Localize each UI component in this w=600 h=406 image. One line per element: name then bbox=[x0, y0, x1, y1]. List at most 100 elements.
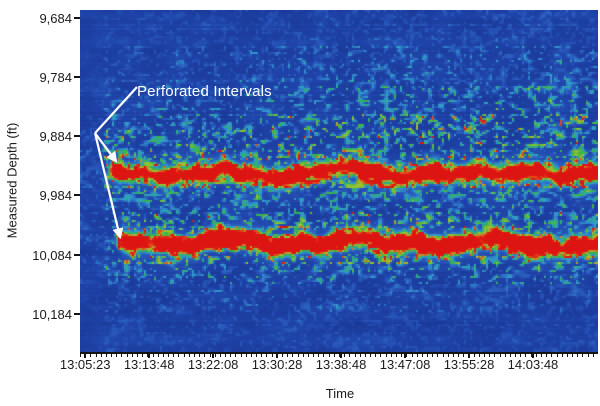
x-tick-label: 13:22:08 bbox=[187, 357, 239, 372]
x-minor-tick bbox=[214, 354, 216, 357]
x-minor-tick bbox=[225, 354, 227, 357]
y-tick-label: 9,884 bbox=[39, 129, 72, 145]
x-minor-tick bbox=[566, 354, 568, 357]
x-minor-tick bbox=[509, 354, 511, 357]
y-tick-mark bbox=[74, 76, 80, 79]
y-tick-mark bbox=[74, 194, 80, 197]
x-minor-tick bbox=[121, 354, 123, 357]
x-minor-tick bbox=[359, 354, 361, 357]
x-minor-tick bbox=[375, 354, 377, 357]
x-minor-tick bbox=[458, 354, 460, 357]
x-minor-tick bbox=[395, 354, 397, 357]
x-minor-tick bbox=[525, 354, 527, 357]
x-minor-tick bbox=[561, 354, 563, 357]
x-minor-tick bbox=[302, 354, 304, 357]
x-minor-tick bbox=[577, 354, 579, 357]
y-tick-label: 9,784 bbox=[39, 70, 72, 86]
x-minor-tick bbox=[432, 354, 434, 357]
x-tick-label: 14:03:48 bbox=[507, 357, 559, 372]
x-minor-tick bbox=[100, 354, 102, 357]
x-minor-tick bbox=[468, 354, 470, 357]
x-minor-tick bbox=[240, 354, 242, 357]
x-minor-tick bbox=[437, 354, 439, 357]
x-minor-tick bbox=[173, 354, 175, 357]
x-minor-tick bbox=[551, 354, 553, 357]
x-minor-tick bbox=[157, 354, 159, 357]
x-minor-tick bbox=[116, 354, 118, 357]
x-minor-tick bbox=[535, 354, 537, 357]
x-tick-mark bbox=[340, 354, 343, 358]
x-minor-tick bbox=[188, 354, 190, 357]
x-minor-tick bbox=[318, 354, 320, 357]
x-minor-tick bbox=[504, 354, 506, 357]
x-minor-tick bbox=[136, 354, 138, 357]
x-minor-tick bbox=[168, 354, 170, 357]
x-minor-tick bbox=[126, 354, 128, 357]
x-minor-tick bbox=[380, 354, 382, 357]
x-minor-tick bbox=[339, 354, 340, 357]
x-minor-tick bbox=[541, 354, 543, 357]
x-minor-tick bbox=[364, 354, 366, 357]
y-tick-mark bbox=[74, 135, 80, 138]
x-axis-title: Time bbox=[325, 386, 355, 401]
x-minor-tick bbox=[572, 354, 574, 357]
x-minor-tick bbox=[204, 354, 206, 357]
annotation-label: Perforated Intervals bbox=[136, 82, 272, 100]
y-tick-mark bbox=[74, 253, 80, 256]
x-minor-tick bbox=[328, 354, 330, 357]
x-minor-tick bbox=[494, 354, 496, 357]
x-minor-tick bbox=[530, 354, 532, 357]
x-minor-tick bbox=[282, 354, 284, 357]
x-minor-tick bbox=[582, 354, 584, 357]
x-minor-tick bbox=[401, 354, 403, 357]
x-minor-tick bbox=[219, 354, 221, 357]
x-tick-mark bbox=[148, 354, 151, 358]
spectrogram-heatmap-canvas bbox=[80, 10, 598, 352]
y-tick-label: 9,684 bbox=[39, 10, 72, 26]
x-minor-tick bbox=[199, 354, 201, 357]
x-minor-tick bbox=[152, 354, 154, 357]
x-tick-label: 13:47:08 bbox=[379, 357, 431, 372]
x-minor-tick bbox=[256, 354, 258, 357]
x-minor-tick bbox=[95, 354, 97, 357]
y-tick-label: 9,984 bbox=[39, 188, 72, 204]
x-minor-tick bbox=[90, 354, 92, 357]
x-minor-tick bbox=[193, 354, 195, 357]
y-tick-label: 10,084 bbox=[32, 247, 72, 263]
x-minor-tick bbox=[587, 354, 589, 357]
x-minor-tick bbox=[183, 354, 185, 357]
x-minor-tick bbox=[556, 354, 558, 357]
x-tick-mark bbox=[531, 354, 534, 358]
x-minor-tick bbox=[111, 354, 113, 357]
x-minor-tick bbox=[427, 354, 429, 357]
x-minor-tick bbox=[333, 354, 335, 357]
x-minor-tick bbox=[349, 354, 351, 357]
x-minor-tick bbox=[411, 354, 413, 357]
x-minor-tick bbox=[276, 354, 278, 357]
x-minor-tick bbox=[546, 354, 548, 357]
x-minor-tick bbox=[80, 354, 81, 357]
x-minor-tick bbox=[416, 354, 418, 357]
x-tick-label: 13:38:48 bbox=[315, 357, 367, 372]
x-minor-tick bbox=[147, 354, 149, 357]
x-minor-tick bbox=[235, 354, 237, 357]
x-tick-label: 13:05:23 bbox=[59, 357, 111, 372]
x-minor-tick bbox=[261, 354, 263, 357]
x-minor-tick bbox=[297, 354, 299, 357]
x-tick-label: 13:55:28 bbox=[443, 357, 495, 372]
x-minor-tick bbox=[313, 354, 315, 357]
x-tick-mark bbox=[404, 354, 407, 358]
x-minor-tick bbox=[463, 354, 465, 357]
x-minor-tick bbox=[131, 354, 133, 357]
x-minor-tick bbox=[162, 354, 164, 357]
x-minor-tick bbox=[85, 354, 87, 357]
x-minor-tick bbox=[452, 354, 454, 357]
x-minor-tick bbox=[354, 354, 356, 357]
x-minor-tick bbox=[292, 354, 294, 357]
x-minor-tick bbox=[271, 354, 273, 357]
x-minor-tick bbox=[442, 354, 444, 357]
x-minor-tick bbox=[484, 354, 486, 357]
x-minor-tick bbox=[287, 354, 289, 357]
x-tick-mark bbox=[212, 354, 215, 358]
